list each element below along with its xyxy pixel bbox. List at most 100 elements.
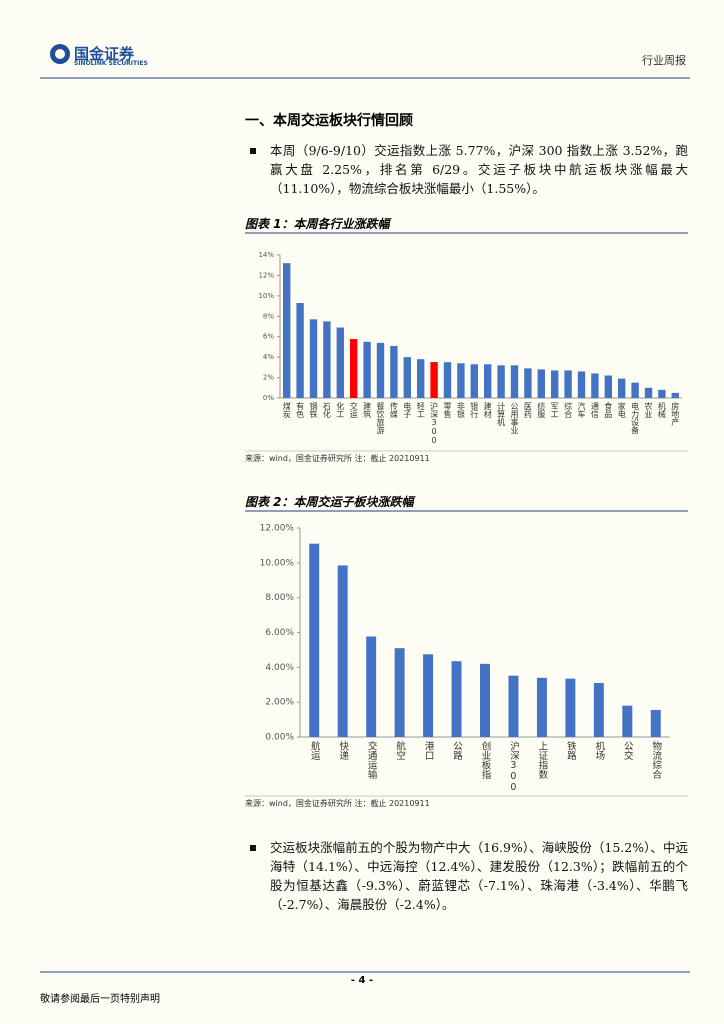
y-tick-label: 6% [263, 333, 274, 341]
x-tick-label: 食品 [604, 401, 613, 419]
bar [376, 342, 385, 398]
bar [536, 677, 547, 737]
bar [644, 387, 653, 398]
y-tick-label: 2.00% [265, 698, 294, 708]
x-tick-label: 钢铁 [309, 401, 318, 419]
x-tick-label: 军工 [550, 402, 559, 418]
bar [337, 565, 348, 737]
bar [390, 345, 398, 398]
bar [671, 392, 679, 398]
bar [296, 303, 304, 398]
x-tick-label: 煤炭 [282, 401, 291, 419]
bar [417, 359, 425, 398]
paragraph: 交运板块涨幅前五的个股为物产中大（16.9%）、海峡股份（15.2%）、中远海特… [270, 840, 688, 912]
x-tick-label: 化工 [336, 401, 345, 418]
bar [451, 661, 462, 737]
y-tick-label: 14% [258, 251, 274, 259]
bar [510, 365, 519, 398]
bar [564, 370, 572, 398]
figure-source: 来源：wind，国金证券研究所 注：截止 20210911 [245, 454, 430, 463]
bar [537, 369, 545, 398]
x-tick-label: 农业 [644, 401, 653, 418]
y-tick-label: 0.00% [265, 733, 294, 743]
x-tick-label: 电子 [403, 401, 412, 418]
x-tick-label: 沪深300 [430, 401, 439, 445]
charts: 0%2%4%6%8%10%12%14%煤炭 有色 钢铁 石化 化工 交运 建筑 餐饮旅游 传媒电… [258, 251, 682, 793]
x-tick-label: 非银 [456, 401, 465, 419]
bar [591, 373, 599, 398]
bar [631, 382, 639, 398]
bar [565, 678, 576, 737]
x-tick-label: 交通运输 [366, 740, 378, 780]
bar [658, 389, 666, 398]
y-tick-label: 12% [258, 271, 274, 279]
bar [497, 365, 505, 398]
x-tick-label: 沪深300 [508, 740, 520, 793]
x-tick-label: 餐饮旅游 [376, 402, 385, 435]
bar [480, 663, 490, 737]
x-tick-label: 医药 [523, 402, 532, 419]
footer-note: 敬请参阅最后一页特别声明 [40, 994, 160, 1005]
x-tick-label: 物流综合 [650, 740, 662, 780]
x-tick-label: 综合 [564, 401, 573, 419]
bar [430, 362, 438, 398]
y-tick-label: 10.00% [260, 558, 295, 568]
x-tick-label: 公交 [622, 741, 634, 761]
bar [577, 371, 586, 398]
bar [363, 341, 371, 398]
bar [323, 321, 331, 398]
logo-en: SINOLINK SECURITIES [74, 60, 148, 67]
x-tick-label: 铁路 [565, 740, 577, 761]
x-tick-label: 港口 [423, 740, 435, 760]
bar [457, 363, 465, 398]
paragraph: 本周（9/6-9/10）交运指数上涨 5.77%，沪深 300 指数上涨 3.5… [270, 143, 688, 196]
bar [309, 543, 320, 737]
x-tick-label: 通信 [590, 401, 599, 419]
x-tick-label: 传媒 [389, 401, 398, 419]
doc-type: 行业周报 [642, 54, 686, 67]
x-tick-label: 家电 [617, 401, 626, 418]
bar [350, 339, 358, 398]
bullet [250, 845, 256, 851]
bar [650, 710, 661, 737]
x-tick-label: 建材 [483, 401, 492, 418]
bar [604, 375, 612, 398]
y-tick-label: 12.00% [260, 524, 295, 534]
page-number: - 4 - [350, 975, 374, 986]
x-tick-label: 快递 [337, 740, 349, 760]
x-tick-label: 银行 [470, 401, 479, 419]
bar [366, 636, 377, 737]
figure-title: 图表 2：本周交运子板块涨跌幅 [245, 495, 414, 509]
x-tick-label: 航空 [394, 740, 406, 760]
x-tick-label: 纺服 [537, 401, 546, 419]
bar [443, 362, 452, 398]
bar [551, 370, 559, 398]
x-tick-label: 汽车 [577, 401, 586, 419]
figure-title: 图表 1：本周各行业涨跌幅 [245, 217, 390, 231]
bar [403, 357, 411, 398]
bar [593, 683, 604, 737]
bar [618, 378, 626, 398]
y-tick-label: 2% [263, 374, 274, 382]
bar [283, 263, 291, 398]
bar [484, 364, 492, 398]
bar [394, 648, 405, 737]
bar [524, 368, 532, 398]
x-tick-label: 轻工 [416, 401, 425, 418]
x-tick-label: 零售 [443, 402, 452, 419]
y-tick-label: 10% [258, 292, 274, 300]
x-tick-label: 石化 [322, 402, 331, 419]
bullet [250, 148, 256, 154]
x-tick-label: 公用事业 [510, 402, 519, 434]
y-tick-label: 8% [263, 312, 274, 320]
logo-mark-inner [55, 49, 65, 59]
y-tick-label: 8.00% [265, 593, 294, 603]
x-tick-label: 计算机 [497, 401, 506, 427]
bar [423, 654, 434, 737]
y-tick-label: 0% [263, 394, 274, 402]
section-title: 一、本周交运板块行情回顾 [245, 113, 413, 129]
bar [309, 319, 318, 398]
x-tick-label: 电力设备 [631, 401, 640, 435]
